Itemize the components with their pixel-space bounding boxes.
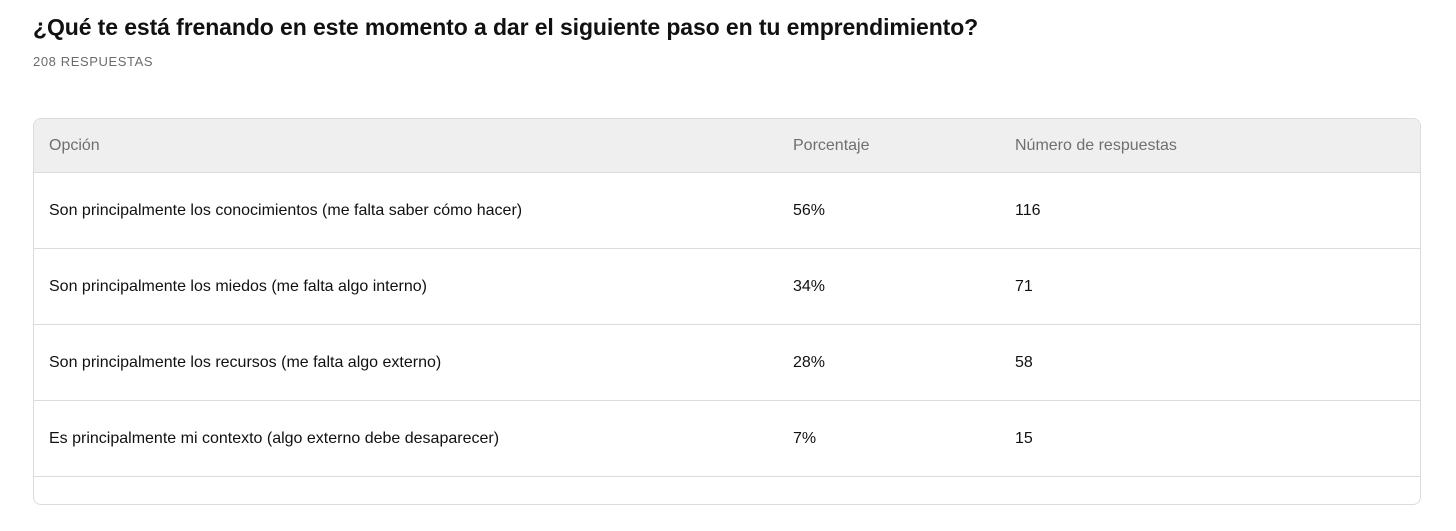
table-row: Es principalmente mi contexto (algo exte… <box>34 401 1420 477</box>
response-count: 208 RESPUESTAS <box>33 54 154 69</box>
count-cell: 15 <box>1015 429 1033 447</box>
option-cell: Son principalmente los miedos (me falta … <box>49 277 427 295</box>
column-header-option: Opción <box>49 136 100 154</box>
count-cell: 58 <box>1015 353 1033 371</box>
table-row: Son principalmente los miedos (me falta … <box>34 249 1420 325</box>
option-cell: Son principalmente los recursos (me falt… <box>49 353 442 371</box>
percent-cell: 56% <box>793 201 826 219</box>
column-header-count: Número de respuestas <box>1015 136 1177 154</box>
percent-cell: 28% <box>793 353 826 371</box>
percent-cell: 34% <box>793 277 826 295</box>
table-row: Son principalmente los recursos (me falt… <box>34 325 1420 401</box>
table-row: Son principalmente los conocimientos (me… <box>34 173 1420 249</box>
question-title: ¿Qué te está frenando en este momento a … <box>33 14 979 40</box>
count-cell: 71 <box>1015 277 1033 295</box>
count-cell: 116 <box>1015 201 1041 219</box>
table-header-row: Opción Porcentaje Número de respuestas <box>34 119 1420 173</box>
option-cell: Es principalmente mi contexto (algo exte… <box>49 429 500 447</box>
option-cell: Son principalmente los conocimientos (me… <box>49 201 523 219</box>
results-table: Opción Porcentaje Número de respuestas S… <box>33 118 1421 505</box>
column-header-percent: Porcentaje <box>793 136 870 154</box>
percent-cell: 7% <box>793 429 817 447</box>
